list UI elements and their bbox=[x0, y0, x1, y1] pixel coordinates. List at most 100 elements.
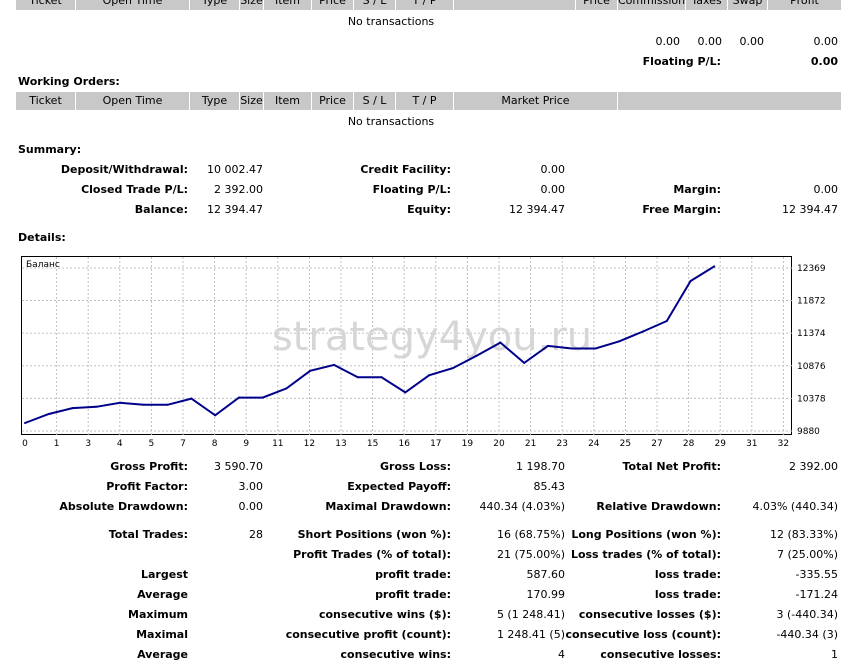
stat-label: Total Net Profit: bbox=[622, 460, 722, 473]
summary-label: Balance: bbox=[134, 203, 188, 216]
stat-label: Largest bbox=[141, 568, 188, 581]
summary-value: 10 002.47 bbox=[207, 163, 263, 176]
balance-point bbox=[451, 367, 454, 370]
stat-label: consecutive losses ($): bbox=[578, 608, 721, 621]
col-size[interactable]: Size bbox=[240, 0, 264, 10]
y-tick-label: 9880 bbox=[797, 427, 820, 437]
wo-col-item[interactable]: Item bbox=[264, 92, 312, 110]
wo-col-open-time[interactable]: Open Time bbox=[76, 92, 190, 110]
x-tick-label: 21 bbox=[525, 439, 536, 449]
stat-value: 2 392.00 bbox=[789, 460, 838, 473]
stat-value: 21 (75.00%) bbox=[496, 548, 565, 561]
working-orders-empty: No transactions bbox=[347, 115, 435, 128]
stat-label: loss trade: bbox=[654, 568, 721, 581]
col-commission[interactable]: Commission bbox=[618, 0, 686, 10]
col-tp[interactable]: T / P bbox=[396, 0, 454, 10]
balance-point bbox=[285, 387, 288, 390]
col-item[interactable]: Item bbox=[264, 0, 312, 10]
x-tick-label: 4 bbox=[117, 439, 123, 449]
total-commission: 0.00 bbox=[655, 35, 681, 48]
summary-value: 2 392.00 bbox=[214, 183, 263, 196]
balance-point bbox=[166, 403, 169, 406]
balance-point bbox=[261, 396, 264, 399]
summary-title: Summary: bbox=[18, 143, 82, 156]
balance-point bbox=[665, 320, 668, 322]
balance-point bbox=[309, 369, 312, 372]
chart-ticks: 0 1 3 4 5 7 8 9 11 12 13 15 16 17 19 20 21 23 24 25 27 28 29 31… bbox=[22, 264, 826, 449]
balance-point bbox=[689, 280, 692, 282]
stat-label: Profit Trades (% of total): bbox=[293, 548, 451, 561]
x-tick-label: 31 bbox=[746, 439, 757, 449]
y-tick-label: 10378 bbox=[797, 394, 826, 404]
balance-point bbox=[428, 374, 431, 377]
col-ticket[interactable]: Ticket bbox=[16, 0, 76, 10]
summary-value: 0.00 bbox=[540, 163, 566, 176]
col-taxes[interactable]: Taxes bbox=[686, 0, 728, 10]
transactions-header: Ticket Open Time Type Size Item Price S … bbox=[16, 0, 841, 10]
x-tick-label: 11 bbox=[272, 439, 283, 449]
wo-col-blank[interactable] bbox=[618, 92, 841, 110]
balance-point bbox=[71, 407, 74, 410]
col-open-time[interactable]: Open Time bbox=[76, 0, 190, 10]
stat-label: Maximum bbox=[128, 608, 188, 621]
wo-col-type[interactable]: Type bbox=[190, 92, 240, 110]
balance-point bbox=[594, 347, 597, 350]
y-tick-label: 12369 bbox=[797, 264, 826, 274]
summary-label: Floating P/L: bbox=[372, 183, 451, 196]
x-tick-label: 19 bbox=[462, 439, 474, 449]
stat-label: Short Positions (won %): bbox=[297, 528, 451, 541]
x-tick-label: 16 bbox=[398, 439, 410, 449]
balance-point bbox=[95, 405, 98, 408]
stat-value: 12 (83.33%) bbox=[769, 528, 838, 541]
stat-value: 7 (25.00%) bbox=[776, 548, 838, 561]
wo-col-sl[interactable]: S / L bbox=[354, 92, 396, 110]
summary-label: Deposit/Withdrawal: bbox=[60, 163, 188, 176]
stat-label: Total Trades: bbox=[108, 528, 188, 541]
total-swap: 0.00 bbox=[739, 35, 765, 48]
stat-value: -440.34 (3) bbox=[776, 628, 838, 641]
stat-value: 1 bbox=[831, 648, 838, 661]
total-taxes: 0.00 bbox=[697, 35, 723, 48]
col-sl[interactable]: S / L bbox=[354, 0, 396, 10]
summary-value: 0.00 bbox=[813, 183, 839, 196]
col-price[interactable]: Price bbox=[312, 0, 354, 10]
balance-point bbox=[713, 265, 716, 268]
balance-point bbox=[499, 341, 502, 344]
x-tick-label: 20 bbox=[493, 439, 505, 449]
x-tick-label: 5 bbox=[149, 439, 155, 449]
y-tick-label: 11374 bbox=[797, 329, 826, 339]
stat-label: consecutive loss (count): bbox=[565, 628, 721, 641]
stat-value: 85.43 bbox=[533, 480, 566, 493]
x-tick-label: 0 bbox=[22, 439, 28, 449]
stat-value: 3.00 bbox=[238, 480, 264, 493]
x-tick-label: 17 bbox=[430, 439, 441, 449]
balance-point bbox=[214, 414, 217, 417]
wo-col-ticket[interactable]: Ticket bbox=[16, 92, 76, 110]
stat-label: Profit Factor: bbox=[106, 480, 188, 493]
col-blank[interactable] bbox=[454, 0, 576, 10]
x-tick-label: 28 bbox=[683, 439, 695, 449]
balance-point bbox=[475, 354, 478, 357]
balance-point bbox=[642, 330, 644, 333]
col-close-price[interactable]: Price bbox=[576, 0, 618, 10]
summary-label: Equity: bbox=[407, 203, 451, 216]
col-profit[interactable]: Profit bbox=[790, 0, 819, 7]
wo-col-tp[interactable]: T / P bbox=[396, 92, 454, 110]
col-swap[interactable]: Swap bbox=[728, 0, 768, 10]
stat-value: 440.34 (4.03%) bbox=[479, 500, 565, 513]
stat-label: consecutive wins ($): bbox=[318, 608, 451, 621]
stat-value: 16 (68.75%) bbox=[496, 528, 565, 541]
balance-point bbox=[190, 397, 193, 400]
wo-col-size[interactable]: Size bbox=[240, 92, 264, 110]
col-type[interactable]: Type bbox=[190, 0, 240, 10]
total-profit: 0.00 bbox=[813, 35, 839, 48]
wo-col-market-price[interactable]: Market Price bbox=[454, 92, 618, 110]
wo-col-price[interactable]: Price bbox=[312, 92, 354, 110]
balance-point bbox=[618, 340, 621, 343]
stat-label: Gross Profit: bbox=[110, 460, 188, 473]
stat-label: Maximal bbox=[136, 628, 188, 641]
stat-value: 1 248.41 (5) bbox=[496, 628, 565, 641]
summary-value: 12 394.47 bbox=[509, 203, 565, 216]
balance-point bbox=[119, 401, 122, 404]
balance-line bbox=[24, 265, 715, 424]
